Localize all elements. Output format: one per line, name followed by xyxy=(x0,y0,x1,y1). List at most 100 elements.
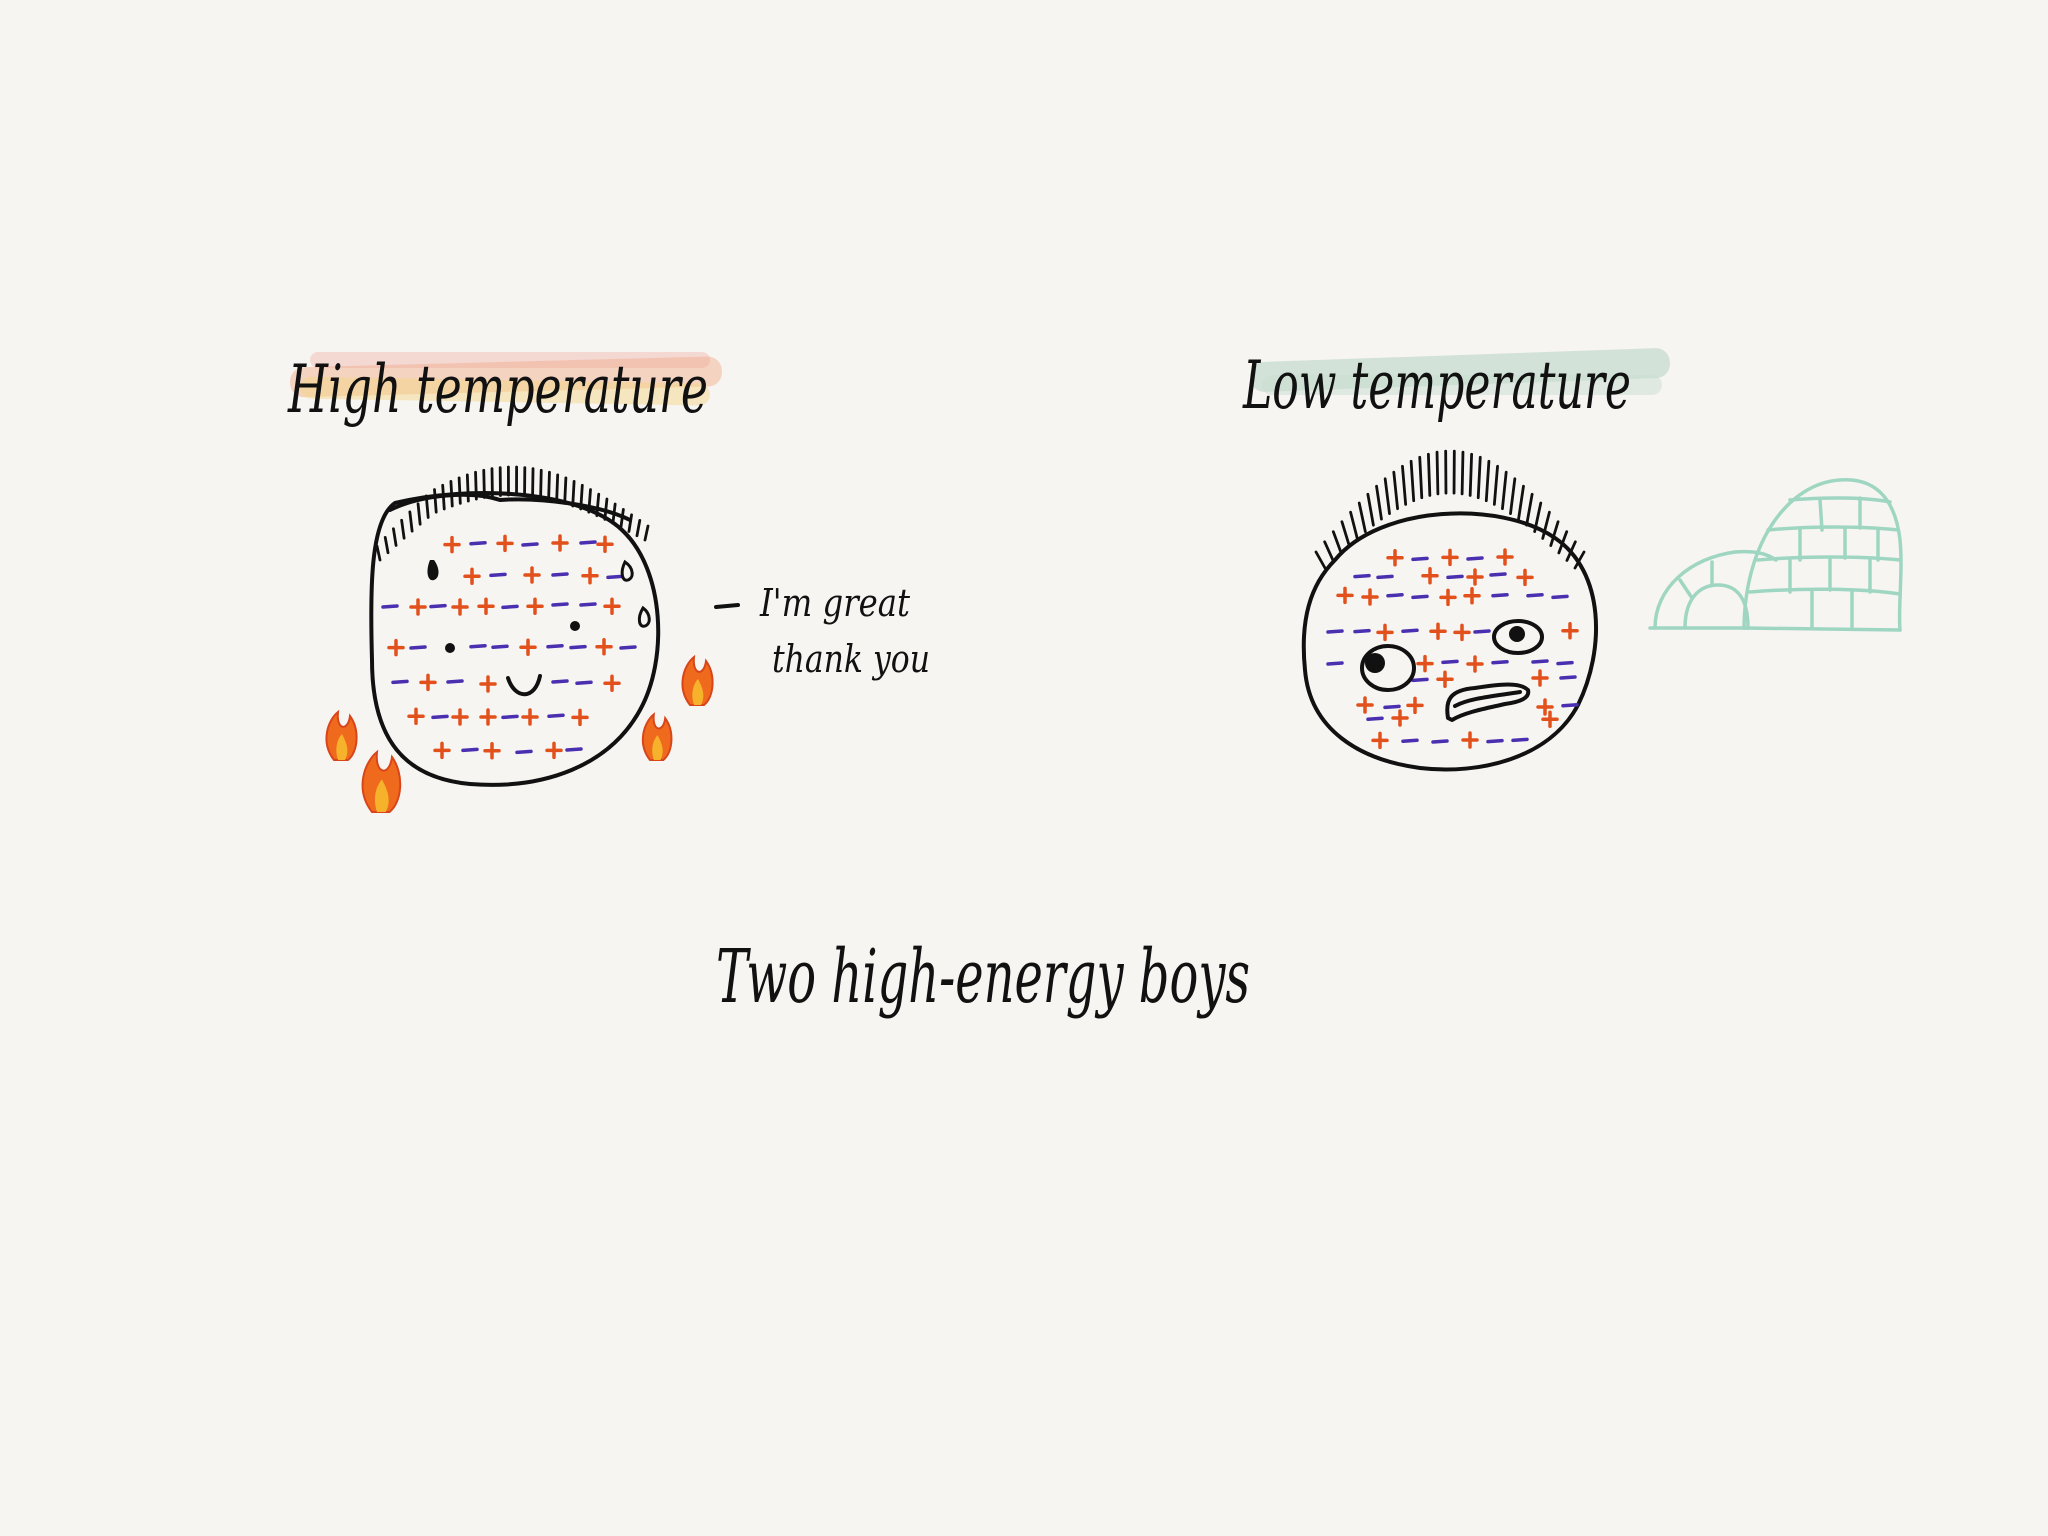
hair-strand xyxy=(1357,501,1367,534)
positive-charge xyxy=(1541,710,1559,728)
hair-strand xyxy=(635,518,642,538)
flame-icon xyxy=(325,709,358,761)
positive-charge xyxy=(1466,568,1484,586)
caption-text: Two high-energy boys xyxy=(716,934,1250,1020)
positive-charge xyxy=(1531,669,1549,687)
cold-face-right-pupil xyxy=(1509,626,1525,642)
positive-charge xyxy=(1466,655,1484,673)
negative-charge xyxy=(515,749,533,755)
negative-charge xyxy=(1491,593,1509,598)
negative-charge xyxy=(1561,703,1579,708)
frightened-face-icon xyxy=(1301,449,1598,772)
cold-face-hair xyxy=(1314,449,1586,570)
hot-face-right-eye xyxy=(570,621,580,631)
negative-charge xyxy=(1486,738,1504,744)
positive-charge xyxy=(443,535,461,554)
negative-charge xyxy=(606,574,624,580)
hair-strand xyxy=(547,470,551,501)
speech-dash xyxy=(714,603,740,609)
positive-charge xyxy=(1406,696,1424,715)
positive-charge xyxy=(545,741,563,760)
negative-charge xyxy=(1411,677,1429,683)
negative-charge xyxy=(446,679,464,684)
hair-strand xyxy=(433,488,438,514)
positive-charge xyxy=(409,598,427,616)
positive-charge xyxy=(1386,549,1404,567)
hair-strand xyxy=(375,544,382,562)
hair-strand xyxy=(1392,470,1399,511)
positive-charge xyxy=(581,567,599,585)
negative-charge xyxy=(469,541,487,546)
hair-strand xyxy=(383,535,390,555)
negative-charge xyxy=(1446,574,1464,580)
hair-strand xyxy=(1435,450,1440,496)
hair-strand xyxy=(392,527,398,547)
positive-charge xyxy=(523,566,541,584)
flame-icon xyxy=(361,749,402,813)
positive-charge xyxy=(1416,654,1434,673)
negative-charge xyxy=(546,644,564,649)
high-temperature-label: High temperature xyxy=(287,351,708,428)
negative-charge xyxy=(565,747,583,752)
hair-strand xyxy=(1340,520,1351,547)
positive-charge xyxy=(519,638,537,656)
negative-charge xyxy=(1551,594,1569,600)
hair-strand xyxy=(1349,510,1359,540)
negative-charge xyxy=(579,540,597,545)
cold-face-left-eye xyxy=(1360,644,1416,692)
negative-charge xyxy=(575,680,593,685)
positive-charge xyxy=(1439,588,1457,607)
hair-strand xyxy=(1492,464,1499,506)
negative-charge xyxy=(1353,628,1371,634)
hair-strand xyxy=(563,476,568,505)
negative-charge xyxy=(1411,594,1429,600)
positive-charge xyxy=(1336,586,1354,605)
positive-charge xyxy=(463,567,481,585)
negative-charge xyxy=(1526,593,1544,598)
negative-charge xyxy=(551,602,569,607)
hair-strand xyxy=(627,513,633,533)
negative-charge xyxy=(1491,660,1509,665)
positive-charge xyxy=(596,535,614,553)
speech-annotation: I'm great thank you xyxy=(714,581,930,681)
positive-charge xyxy=(1421,567,1439,585)
hair-strand xyxy=(1525,492,1534,527)
negative-charge xyxy=(381,604,399,609)
negative-charge xyxy=(619,645,637,650)
hair-strand xyxy=(457,476,462,505)
hot-highlight-scribble xyxy=(290,352,722,406)
negative-charge xyxy=(489,572,507,578)
positive-charge xyxy=(483,742,501,760)
negative-charge xyxy=(1411,556,1429,562)
positive-charge xyxy=(551,534,569,552)
hair-strand xyxy=(1409,459,1416,503)
negative-charge xyxy=(1401,738,1419,743)
high-temperature-title: High temperature xyxy=(287,351,722,428)
speech-line-2: thank you xyxy=(772,637,930,681)
hair-strand xyxy=(465,473,470,503)
cold-face-outline xyxy=(1301,511,1598,772)
negative-charge xyxy=(1376,574,1394,580)
negative-charge xyxy=(431,714,449,720)
negative-charge xyxy=(501,714,519,720)
hair-strand xyxy=(539,468,543,499)
positive-charge xyxy=(477,597,495,615)
hair-strand xyxy=(1331,530,1343,555)
positive-charge xyxy=(603,674,621,692)
hot-face-smile xyxy=(506,674,542,697)
negative-charge xyxy=(469,644,487,649)
positive-charge xyxy=(1463,587,1481,605)
negative-charge xyxy=(569,644,587,650)
negative-charge xyxy=(551,572,569,577)
negative-charge xyxy=(1353,573,1371,579)
positive-charge xyxy=(1461,731,1479,749)
positive-charge xyxy=(571,708,589,727)
hair-strand xyxy=(1401,464,1408,506)
hair-strand xyxy=(1468,452,1474,497)
hair-strand xyxy=(1501,470,1508,511)
negative-charge xyxy=(1383,704,1401,710)
hair-strand xyxy=(1314,550,1327,570)
hair-strand xyxy=(416,502,422,526)
negative-charge xyxy=(1466,556,1484,561)
